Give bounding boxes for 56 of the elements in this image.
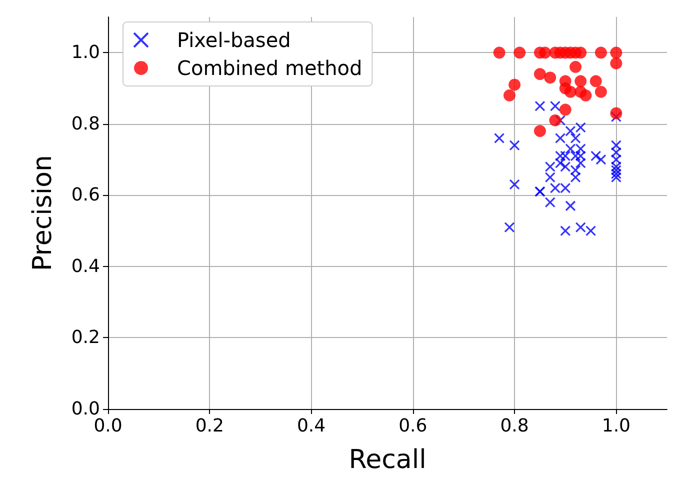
point xyxy=(508,78,521,91)
point xyxy=(570,60,582,73)
point xyxy=(550,182,560,194)
x-tick-label: 0.2 xyxy=(195,416,224,436)
y-tick-label: 1.0 xyxy=(71,42,100,64)
point xyxy=(590,150,602,162)
point xyxy=(550,100,560,112)
point xyxy=(610,46,622,59)
point xyxy=(570,150,581,162)
x-tick-label: 0.4 xyxy=(296,416,326,436)
point xyxy=(544,72,556,84)
point xyxy=(493,46,506,59)
point xyxy=(539,46,552,59)
point xyxy=(575,122,586,133)
y-tick-label: 0.4 xyxy=(71,256,100,277)
point xyxy=(580,89,592,102)
point xyxy=(559,104,572,116)
point xyxy=(574,75,587,88)
point xyxy=(560,226,571,236)
point xyxy=(554,132,566,144)
point xyxy=(594,46,607,59)
point xyxy=(565,144,576,154)
point xyxy=(534,125,546,138)
point xyxy=(503,89,516,102)
x-tick-label: 1.0 xyxy=(602,416,630,436)
point xyxy=(504,222,515,233)
point xyxy=(544,197,556,208)
y-tick-label: 0.8 xyxy=(71,113,100,134)
point xyxy=(590,75,602,88)
point xyxy=(574,46,587,59)
point xyxy=(585,226,596,236)
x-tick-label: 0.8 xyxy=(500,416,529,436)
point xyxy=(509,179,520,190)
legend-label: Pixel-based xyxy=(177,28,291,52)
point xyxy=(560,182,571,194)
point xyxy=(594,86,607,98)
point xyxy=(610,57,622,70)
y-tick-label: 0.2 xyxy=(71,327,100,348)
point xyxy=(565,200,576,212)
point xyxy=(559,82,572,94)
point xyxy=(514,46,526,59)
point xyxy=(534,68,546,80)
y-tick-label: 0.6 xyxy=(71,184,100,206)
point xyxy=(570,132,581,144)
x-axis-title: Recall xyxy=(348,445,426,475)
x-tick-label: 0.6 xyxy=(398,416,428,436)
point xyxy=(494,132,505,144)
point xyxy=(549,114,562,126)
point xyxy=(565,126,576,136)
point xyxy=(596,154,606,165)
point xyxy=(575,222,586,233)
y-axis-title: Precision xyxy=(28,154,58,272)
point xyxy=(509,140,520,151)
point xyxy=(534,100,546,112)
legend-label: Combined method xyxy=(177,56,362,80)
point xyxy=(610,107,622,120)
